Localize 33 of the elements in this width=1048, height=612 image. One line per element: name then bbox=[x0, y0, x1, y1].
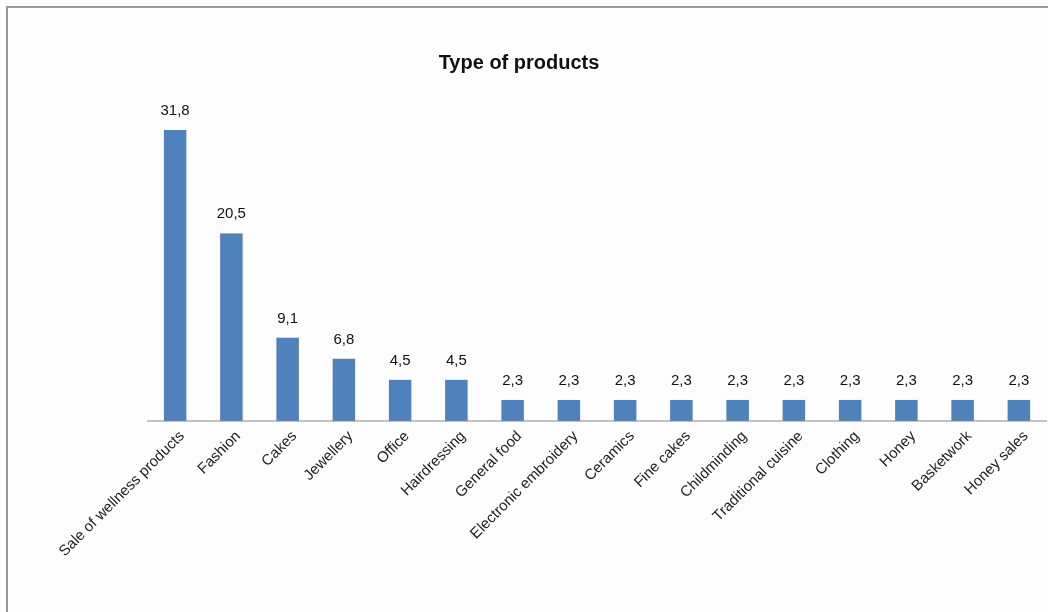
bar bbox=[951, 399, 974, 421]
data-label: 2,3 bbox=[614, 370, 636, 388]
bar bbox=[557, 399, 581, 421]
data-label: 2,3 bbox=[670, 370, 692, 388]
bar bbox=[613, 399, 637, 421]
data-label: 2,3 bbox=[727, 370, 749, 388]
bar bbox=[782, 399, 806, 421]
data-label: 20,5 bbox=[216, 204, 246, 222]
bar bbox=[1007, 399, 1031, 421]
bar bbox=[838, 399, 862, 421]
data-label: 2,3 bbox=[1008, 370, 1030, 388]
bar bbox=[332, 358, 356, 421]
data-label: 6,8 bbox=[333, 329, 355, 347]
bar bbox=[726, 399, 749, 421]
data-label: 2,3 bbox=[558, 370, 580, 388]
bar bbox=[670, 399, 693, 421]
chart-title: Type of products bbox=[438, 51, 600, 73]
data-label: 2,3 bbox=[952, 370, 974, 388]
data-label: 31,8 bbox=[160, 101, 190, 118]
bar bbox=[388, 379, 412, 421]
bar bbox=[276, 337, 299, 421]
data-label: 2,3 bbox=[839, 370, 861, 388]
data-label: 4,5 bbox=[389, 350, 411, 368]
data-label: 2,3 bbox=[502, 370, 524, 388]
data-label: 9,1 bbox=[277, 308, 299, 326]
data-label: 4,5 bbox=[445, 350, 467, 368]
data-label: 2,3 bbox=[783, 370, 805, 388]
bar bbox=[163, 130, 187, 421]
bar bbox=[445, 379, 468, 421]
bar bbox=[895, 399, 918, 421]
bar bbox=[501, 399, 524, 421]
bar bbox=[220, 233, 243, 421]
data-label: 2,3 bbox=[895, 370, 917, 388]
